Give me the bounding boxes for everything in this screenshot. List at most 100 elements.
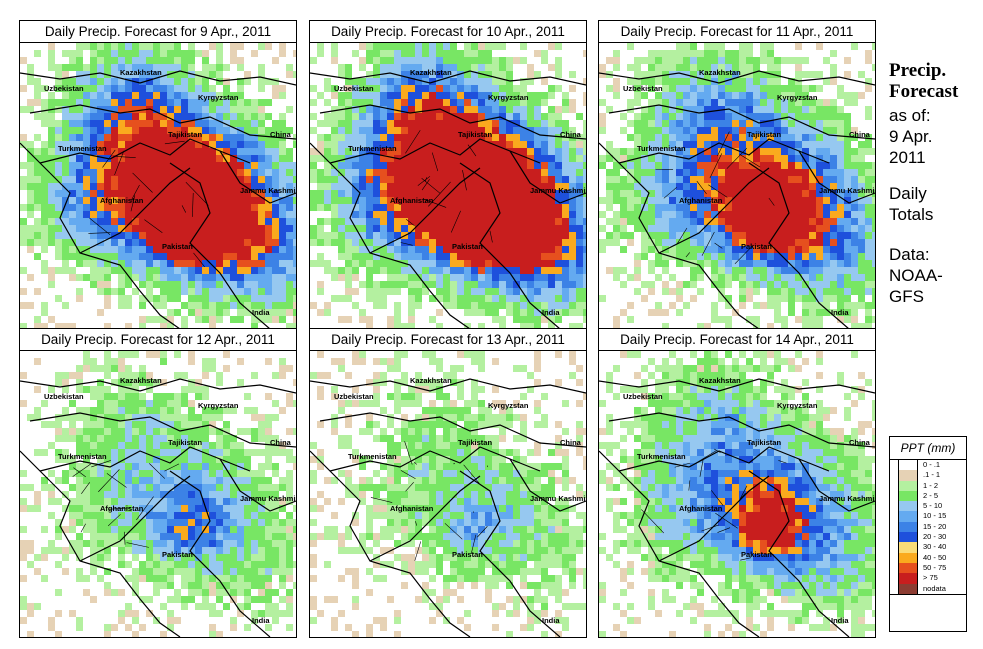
precip-cell	[851, 309, 858, 316]
precip-cell	[41, 155, 48, 162]
precip-cell	[181, 498, 188, 505]
precip-cell	[562, 204, 569, 211]
precip-cell	[718, 281, 725, 288]
precip-cell	[195, 295, 202, 302]
precip-cell	[499, 288, 506, 295]
precip-cell	[181, 526, 188, 533]
precip-cell	[118, 43, 125, 50]
precip-cell	[606, 190, 613, 197]
precip-cell	[767, 288, 774, 295]
precip-cell	[55, 428, 62, 435]
precip-cell	[569, 218, 576, 225]
precip-cell	[153, 57, 160, 64]
precip-cell	[641, 176, 648, 183]
precip-cell	[76, 533, 83, 540]
precip-cell	[872, 281, 875, 288]
precip-cell	[160, 323, 167, 329]
precip-cell	[69, 218, 76, 225]
precip-cell	[746, 99, 753, 106]
precip-cell	[97, 155, 104, 162]
precip-cell	[669, 57, 676, 64]
precip-cell	[293, 519, 296, 526]
precip-cell	[555, 85, 562, 92]
precip-cell	[499, 302, 506, 309]
precip-cell	[202, 540, 209, 547]
precip-cell	[606, 239, 613, 246]
precip-cell	[704, 57, 711, 64]
precip-cell	[20, 484, 27, 491]
precip-cell	[230, 456, 237, 463]
precip-cell	[310, 302, 317, 309]
precip-cell	[576, 323, 583, 329]
precip-cell	[450, 288, 457, 295]
precip-cell	[324, 232, 331, 239]
precip-cell	[506, 134, 513, 141]
precip-cell	[202, 533, 209, 540]
precip-cell	[216, 316, 223, 323]
precip-cell	[704, 92, 711, 99]
precip-cell	[725, 64, 732, 71]
precip-cell	[188, 407, 195, 414]
precip-cell	[725, 71, 732, 78]
precip-cell	[464, 295, 471, 302]
precip-cell	[506, 302, 513, 309]
precip-cell	[753, 127, 760, 134]
precip-cell	[380, 204, 387, 211]
precip-cell	[576, 141, 583, 148]
precip-cell	[527, 183, 534, 190]
precip-cell	[662, 190, 669, 197]
precip-cell	[125, 379, 132, 386]
precip-cell	[823, 127, 830, 134]
precip-cell	[534, 288, 541, 295]
precip-cell	[732, 211, 739, 218]
precip-cell	[830, 134, 837, 141]
precip-cell	[76, 260, 83, 267]
precip-cell	[534, 246, 541, 253]
precip-cell	[62, 78, 69, 85]
precip-cell	[20, 302, 27, 309]
precip-cell	[160, 519, 167, 526]
precip-cell	[118, 414, 125, 421]
precip-cell	[634, 99, 641, 106]
province-border	[462, 169, 467, 191]
precip-cell	[464, 211, 471, 218]
precip-cell	[620, 176, 627, 183]
precip-cell	[160, 379, 167, 386]
precip-cell	[499, 295, 506, 302]
precip-cell	[188, 540, 195, 547]
precip-cell	[293, 225, 296, 232]
precip-cell	[760, 232, 767, 239]
precip-cell	[34, 99, 41, 106]
precip-cell	[195, 414, 202, 421]
precip-cell	[359, 204, 366, 211]
precip-cell	[506, 218, 513, 225]
precip-cell	[195, 309, 202, 316]
precip-cell	[111, 92, 118, 99]
precip-cell	[513, 253, 520, 260]
precip-cell	[69, 78, 76, 85]
precip-cell	[534, 99, 541, 106]
precip-cell	[711, 316, 718, 323]
precip-cell	[662, 120, 669, 127]
precip-cell	[569, 232, 576, 239]
precip-cell	[485, 106, 492, 113]
precip-cell	[286, 477, 293, 484]
country-border	[49, 172, 181, 329]
precip-cell	[541, 155, 548, 162]
precip-cell	[90, 554, 97, 561]
precip-cell	[457, 274, 464, 281]
precip-cell	[634, 120, 641, 127]
precip-cell	[774, 78, 781, 85]
precip-cell	[802, 274, 809, 281]
precip-cell	[844, 281, 851, 288]
precip-cell	[139, 435, 146, 442]
precip-cell	[394, 302, 401, 309]
precip-cell	[401, 85, 408, 92]
precip-cell	[258, 127, 265, 134]
precip-cell	[48, 197, 55, 204]
precip-cell	[662, 99, 669, 106]
precip-cell	[160, 232, 167, 239]
precip-cell	[195, 197, 202, 204]
precip-cell	[830, 260, 837, 267]
precip-cell	[223, 505, 230, 512]
